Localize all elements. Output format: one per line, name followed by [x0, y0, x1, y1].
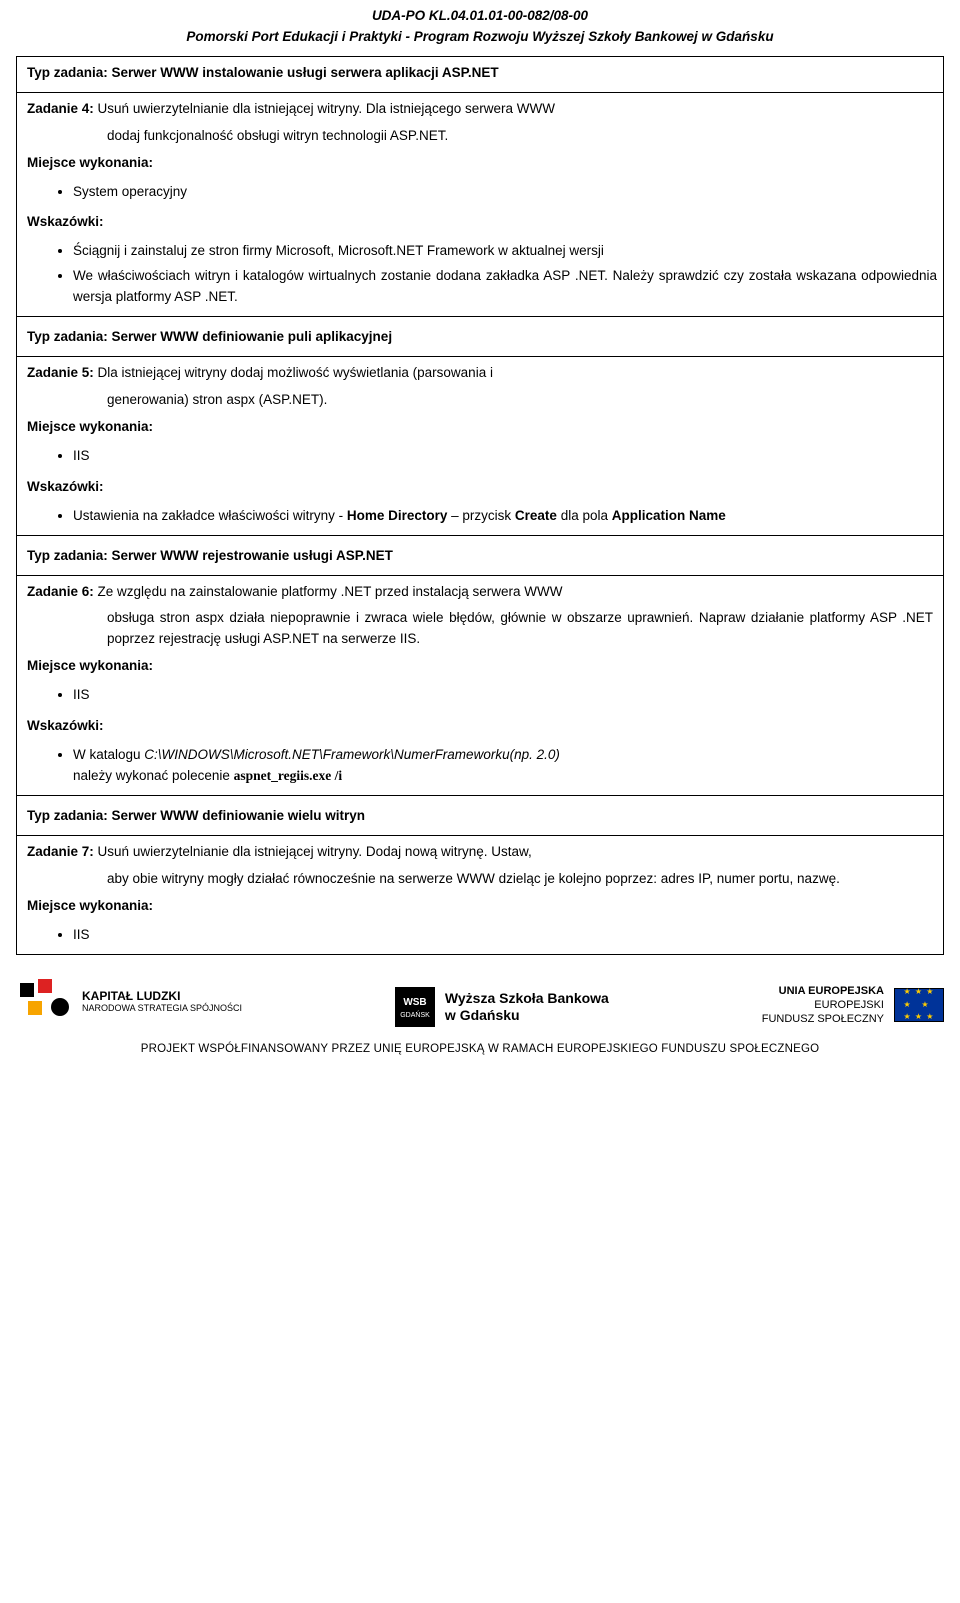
- list-item: System operacyjny: [73, 180, 943, 205]
- section-heading: Typ zadania: Serwer WWW rejestrowanie us…: [17, 540, 943, 571]
- wsb-text: Wyższa Szkoła Bankowa w Gdańsku: [445, 990, 609, 1024]
- divider: [17, 316, 943, 317]
- list-item: We właściwościach witryn i katalogów wir…: [73, 264, 943, 310]
- eu-line3: FUNDUSZ SPOŁECZNY: [762, 1012, 884, 1026]
- kl-line2: NARODOWA STRATEGIA SPÓJNOŚCI: [82, 1003, 242, 1014]
- hint-bold: Create: [515, 508, 557, 523]
- eu-stars-icon: ★ ★ ★★ ★★ ★ ★: [904, 986, 935, 1023]
- place-label: Miejsce wykonania:: [17, 151, 943, 178]
- hint-line2: należy wykonać polecenie aspnet_regiis.e…: [73, 766, 937, 787]
- footer-logos-row: KAPITAŁ LUDZKI NARODOWA STRATEGIA SPÓJNO…: [16, 977, 944, 1027]
- place-list: IIS: [17, 683, 943, 708]
- document-body: Typ zadania: Serwer WWW instalowanie usł…: [16, 56, 944, 955]
- kl-text: KAPITAŁ LUDZKI NARODOWA STRATEGIA SPÓJNO…: [82, 989, 242, 1014]
- hint-text: – przycisk: [447, 508, 515, 523]
- wsb-line1: Wyższa Szkoła Bankowa: [445, 990, 609, 1007]
- hint-text: Ustawienia na zakładce właściwości witry…: [73, 508, 347, 523]
- eu-flag-icon: ★ ★ ★★ ★★ ★ ★: [894, 988, 944, 1022]
- hint-text: dla pola: [557, 508, 612, 523]
- list-item: IIS: [73, 923, 943, 948]
- hint-path: C:\WINDOWS\Microsoft.NET\Framework\Numer…: [144, 747, 560, 762]
- list-item: IIS: [73, 444, 943, 469]
- eu-text: UNIA EUROPEJSKA EUROPEJSKI FUNDUSZ SPOŁE…: [762, 984, 884, 1027]
- place-list: IIS: [17, 923, 943, 948]
- task-line: Zadanie 5: Dla istniejącej witryny dodaj…: [17, 361, 943, 388]
- hint-bold: Home Directory: [347, 508, 448, 523]
- hints-label: Wskazówki:: [17, 475, 943, 502]
- kl-icon: [16, 977, 72, 1027]
- divider: [17, 535, 943, 536]
- wsb-logo: WSB GDAŃSK Wyższa Szkoła Bankowa w Gdańs…: [395, 987, 609, 1027]
- wsb-line2: w Gdańsku: [445, 1007, 609, 1024]
- hint-bold: Application Name: [612, 508, 726, 523]
- place-list: IIS: [17, 444, 943, 469]
- hints-list: Ściągnij i zainstaluj ze stron firmy Mic…: [17, 239, 943, 310]
- task-text: Usuń uwierzytelnianie dla istniejącej wi…: [98, 844, 532, 859]
- hints-label: Wskazówki:: [17, 210, 943, 237]
- task-line: Zadanie 7: Usuń uwierzytelnianie dla ist…: [17, 840, 943, 867]
- section-heading: Typ zadania: Serwer WWW definiowanie pul…: [17, 321, 943, 352]
- divider: [17, 92, 943, 93]
- task-text: Usuń uwierzytelnianie dla istniejącej wi…: [98, 101, 555, 116]
- hint-text: W katalogu: [73, 747, 144, 762]
- section-heading: Typ zadania: Serwer WWW definiowanie wie…: [17, 800, 943, 831]
- task-label: Zadanie 6:: [27, 584, 94, 599]
- hint-text: należy wykonać polecenie: [73, 768, 234, 783]
- hints-list: W katalogu C:\WINDOWS\Microsoft.NET\Fram…: [17, 743, 943, 789]
- page: UDA-PO KL.04.01.01-00-082/08-00 Pomorski…: [0, 6, 960, 1086]
- svg-text:WSB: WSB: [403, 997, 426, 1008]
- task-continuation: dodaj funkcjonalność obsługi witryn tech…: [17, 124, 943, 151]
- place-list: System operacyjny: [17, 180, 943, 205]
- wsb-icon: WSB GDAŃSK: [395, 987, 435, 1027]
- list-item: W katalogu C:\WINDOWS\Microsoft.NET\Fram…: [73, 743, 943, 789]
- place-label: Miejsce wykonania:: [17, 415, 943, 442]
- eu-line1: UNIA EUROPEJSKA: [762, 984, 884, 998]
- footer: KAPITAŁ LUDZKI NARODOWA STRATEGIA SPÓJNO…: [16, 977, 944, 1059]
- task-continuation: obsługa stron aspx działa niepoprawnie i…: [17, 606, 943, 654]
- divider: [17, 795, 943, 796]
- task-label: Zadanie 5:: [27, 365, 94, 380]
- task-line: Zadanie 4: Usuń uwierzytelnianie dla ist…: [17, 97, 943, 124]
- hints-list: Ustawienia na zakładce właściwości witry…: [17, 504, 943, 529]
- list-item: Ustawienia na zakładce właściwości witry…: [73, 504, 943, 529]
- kl-line1: KAPITAŁ LUDZKI: [82, 989, 242, 1003]
- task-text: Dla istniejącej witryny dodaj możliwość …: [98, 365, 493, 380]
- task-continuation: aby obie witryny mogły działać równocześ…: [17, 867, 943, 894]
- section-heading: Typ zadania: Serwer WWW instalowanie usł…: [17, 57, 943, 88]
- footer-bottom-line: PROJEKT WSPÓŁFINANSOWANY PRZEZ UNIĘ EURO…: [16, 1041, 944, 1059]
- divider: [17, 835, 943, 836]
- eu-logo: UNIA EUROPEJSKA EUROPEJSKI FUNDUSZ SPOŁE…: [762, 984, 944, 1027]
- hint-command: aspnet_regiis.exe /i: [234, 768, 343, 783]
- kapital-ludzki-logo: KAPITAŁ LUDZKI NARODOWA STRATEGIA SPÓJNO…: [16, 977, 242, 1027]
- task-continuation: generowania) stron aspx (ASP.NET).: [17, 388, 943, 415]
- hints-label: Wskazówki:: [17, 714, 943, 741]
- divider: [17, 356, 943, 357]
- list-item: Ściągnij i zainstaluj ze stron firmy Mic…: [73, 239, 943, 264]
- task-label: Zadanie 4:: [27, 101, 94, 116]
- list-item: IIS: [73, 683, 943, 708]
- eu-line2: EUROPEJSKI: [762, 998, 884, 1012]
- header-title: Pomorski Port Edukacji i Praktyki - Prog…: [0, 27, 960, 48]
- task-text: Ze względu na zainstalowanie platformy .…: [98, 584, 563, 599]
- svg-text:GDAŃSK: GDAŃSK: [400, 1010, 430, 1019]
- header-code: UDA-PO KL.04.01.01-00-082/08-00: [0, 6, 960, 27]
- task-line: Zadanie 6: Ze względu na zainstalowanie …: [17, 580, 943, 607]
- place-label: Miejsce wykonania:: [17, 654, 943, 681]
- divider: [17, 575, 943, 576]
- task-label: Zadanie 7:: [27, 844, 94, 859]
- place-label: Miejsce wykonania:: [17, 894, 943, 921]
